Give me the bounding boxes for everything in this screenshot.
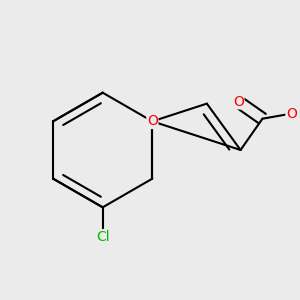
Text: Cl: Cl: [96, 230, 110, 244]
Text: O: O: [147, 114, 158, 128]
Text: O: O: [233, 95, 244, 109]
Text: O: O: [286, 106, 297, 121]
